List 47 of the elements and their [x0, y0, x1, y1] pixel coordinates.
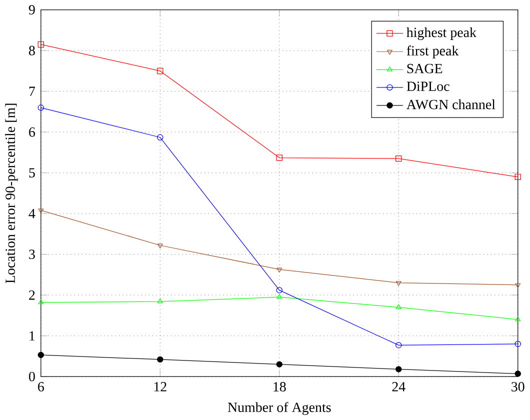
y-tick-label: 9 [28, 5, 35, 14]
legend-label: SAGE [407, 64, 442, 74]
x-tick-label: 6 [38, 382, 44, 392]
x-tick-label: 30 [512, 382, 524, 392]
point [38, 299, 44, 304]
point [515, 283, 521, 288]
legend-label: AWGN channel [406, 99, 496, 110]
y-tick-label: 4 [28, 208, 36, 218]
x-tick-label: 12 [154, 382, 166, 392]
point [157, 298, 163, 304]
point [276, 361, 282, 368]
point [38, 208, 44, 214]
point [396, 304, 402, 309]
point [157, 134, 164, 140]
y-axis-title: Location error 90-percentile [m] [5, 104, 18, 284]
point [396, 281, 402, 286]
point [396, 366, 402, 372]
point [276, 294, 282, 299]
y-tick-label: 8 [28, 46, 35, 56]
y-tick-label: 5 [29, 168, 35, 178]
legend-label: DiPLoc [406, 82, 450, 91]
y-tick-label: 6 [29, 127, 36, 137]
point [157, 244, 163, 248]
point [276, 268, 282, 272]
x-tick-label: 18 [274, 382, 286, 392]
y-tick-label: 2 [29, 290, 35, 300]
point [276, 287, 282, 294]
y-tick-label: 1 [30, 331, 35, 340]
y-tick-label: 0 [28, 372, 35, 382]
point [396, 155, 402, 162]
point [157, 68, 164, 74]
point [396, 342, 402, 348]
x-axis-title: Number of Agents [228, 402, 331, 415]
point [514, 340, 521, 348]
x-tick-label: 24 [392, 382, 406, 392]
legend-label: highest peak [406, 27, 476, 40]
point [38, 41, 44, 48]
point [276, 154, 282, 161]
point [38, 352, 44, 358]
point [514, 370, 521, 377]
y-tick-label: 7 [29, 86, 36, 96]
point [515, 316, 521, 322]
point [157, 356, 164, 363]
point [514, 174, 521, 180]
legend-label: first peak [406, 46, 459, 58]
point [38, 104, 44, 111]
y-tick-label: 3 [29, 250, 35, 259]
